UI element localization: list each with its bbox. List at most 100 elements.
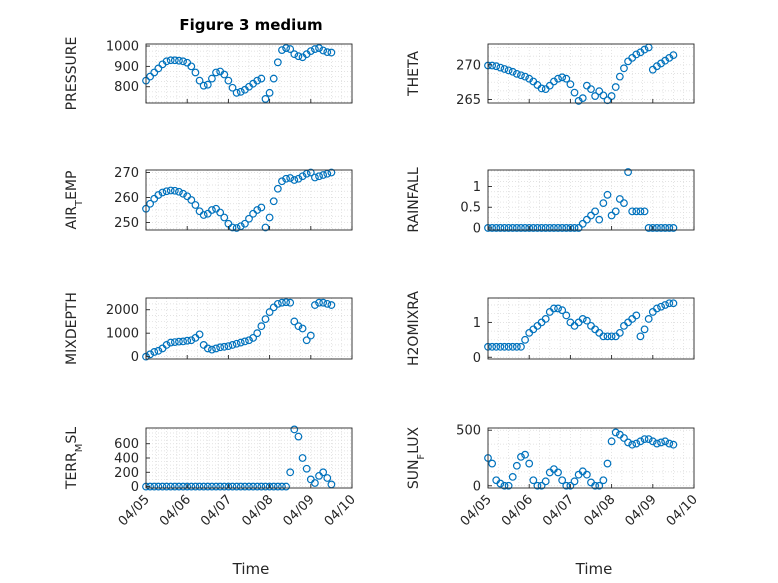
data-point [669,440,678,449]
data-point [158,188,167,197]
data-point [146,72,155,81]
data-point [628,440,637,449]
data-point [278,298,286,307]
y-tick-label: 800 [114,80,139,95]
data-point [232,339,241,348]
y-tick-label: 265 [456,93,481,108]
y-tick-label: 600 [114,437,139,452]
data-point [261,95,270,103]
data-point [294,52,303,61]
data-point [236,87,245,96]
data-point [550,224,558,232]
data-point [657,438,665,447]
data-point [323,299,332,308]
data-point [175,56,183,65]
panel-axes-box [487,43,695,104]
data-point [529,476,538,485]
data-point [550,304,558,313]
x-tick-label: 04/06 [157,492,194,529]
y-axis-label: MIXDEPTH [64,292,80,365]
data-point [150,482,159,491]
data-point [582,215,591,224]
data-point [203,482,212,491]
panel-axes-box [145,169,353,231]
data-point [554,224,562,232]
panel-axes-box [487,169,695,231]
data-point [599,332,608,341]
data-point [657,302,665,311]
data-point [537,481,546,490]
data-point [628,207,637,216]
data-point [187,62,196,71]
data-point [236,338,245,347]
data-point [669,224,678,232]
data-point [232,482,241,491]
y-tick-label: 260 [114,191,139,206]
data-point [282,44,290,52]
x-tick-label: 04/08 [239,492,276,529]
data-point [492,342,501,351]
data-point [257,203,266,212]
data-point [306,168,315,177]
data-point [208,482,216,491]
data-point [570,88,579,97]
data-point [504,342,513,351]
y-tick-label: 270 [456,58,481,73]
data-point [294,432,303,441]
data-point [615,72,624,81]
data-point [306,331,315,340]
data-point [298,172,307,181]
data-point [282,174,290,183]
data-point [504,224,513,232]
data-point [496,63,505,72]
x-tick-label: 04/05 [458,492,495,529]
data-point [253,482,262,491]
data-point [175,482,183,491]
data-point [541,224,550,232]
data-point [216,482,225,491]
data-point [517,452,525,461]
data-point [327,168,336,177]
data-point [273,299,282,308]
data-point [517,224,525,232]
data-point [648,437,657,446]
y-axis-label: SUNFLUX [406,426,427,489]
data-point [587,211,595,220]
data-point [162,187,171,196]
data-point [558,306,567,315]
data-point [566,80,575,89]
data-point [265,213,274,222]
data-point [578,315,587,323]
data-point [591,92,600,100]
data-point [611,428,620,437]
data-point [212,68,220,77]
data-point [158,482,167,491]
data-point [273,482,282,491]
data-point [319,468,328,477]
data-point [228,223,237,232]
data-point [220,70,229,79]
data-point [496,224,505,232]
panel-axes-box [145,43,353,104]
data-point [599,199,608,208]
y-axis-label: TERRMSL [64,427,85,490]
data-point [199,482,208,491]
data-point [290,50,299,59]
data-point [653,304,661,313]
data-point [640,325,649,334]
data-point [607,437,616,446]
data-point [488,342,497,351]
data-point [504,66,513,75]
data-point [500,65,509,73]
data-point [323,48,332,57]
data-point [545,81,554,90]
data-point [541,315,550,323]
y-axis-label: H2OMIXRA [406,291,422,366]
data-point [216,208,225,217]
y-tick-label: 2000 [106,303,139,318]
data-point [327,301,336,309]
data-point [257,74,266,83]
data-point [162,482,171,491]
data-point [179,337,187,346]
